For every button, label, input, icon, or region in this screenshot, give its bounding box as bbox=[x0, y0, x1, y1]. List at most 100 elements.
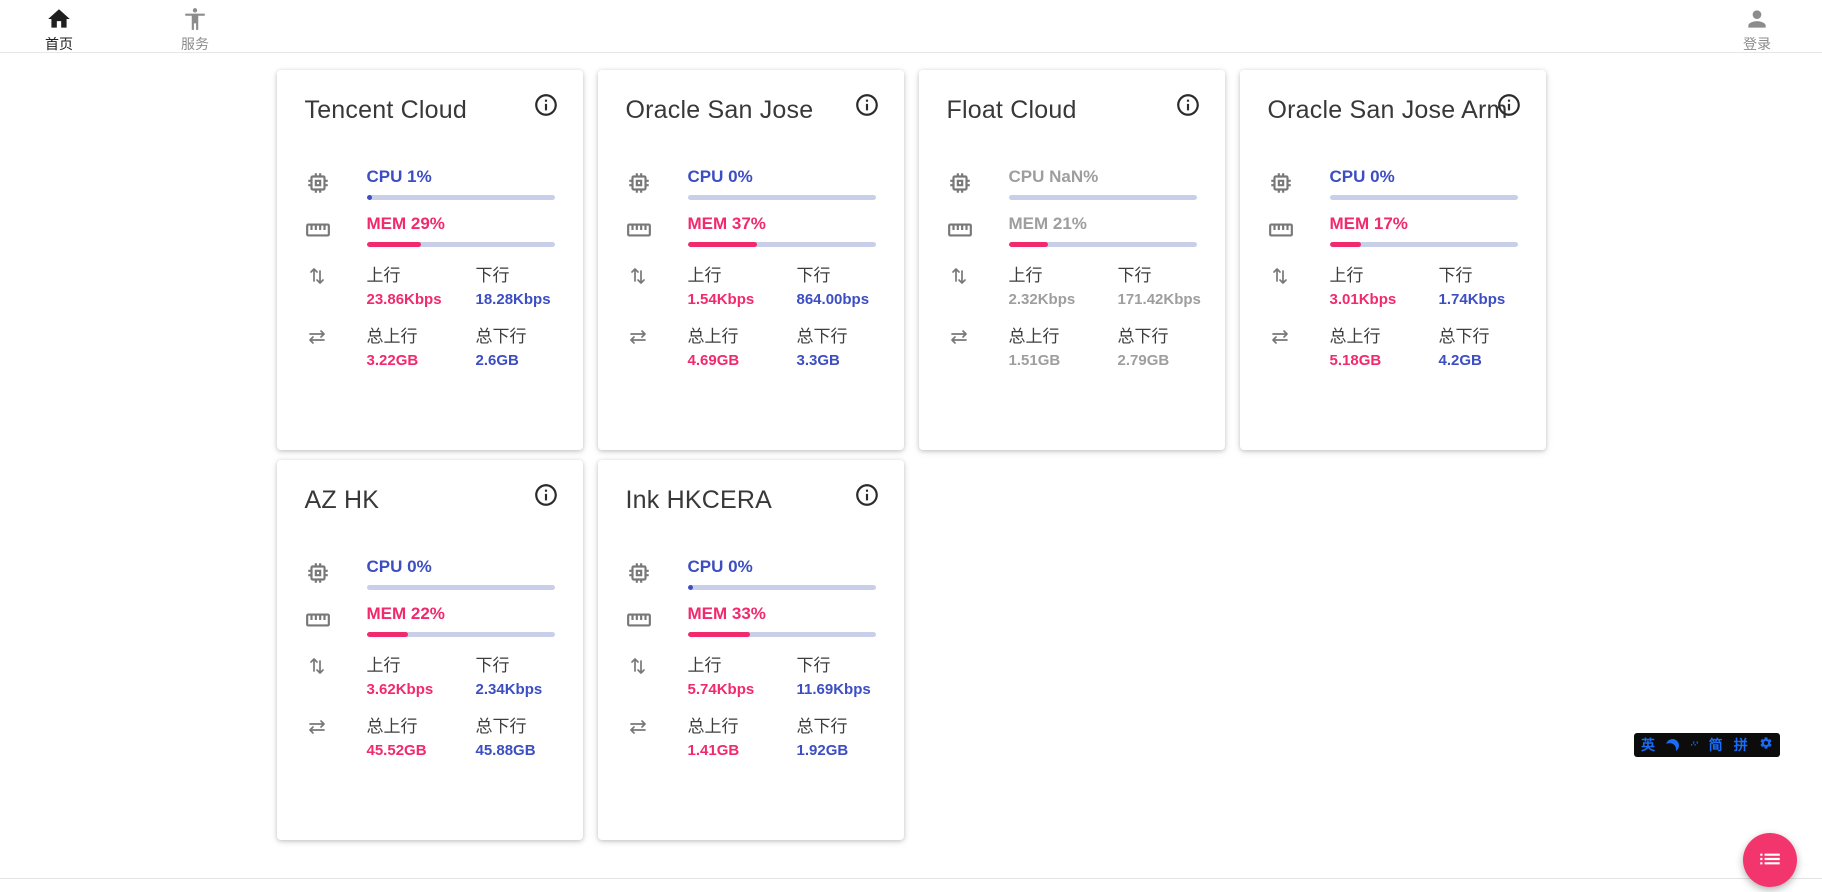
cpu-row: CPU 0% bbox=[626, 557, 876, 591]
total-upload: 总上行 4.69GB bbox=[688, 322, 797, 369]
swap-horizontal-icon bbox=[1268, 322, 1330, 369]
nav-item-login[interactable]: 登录 bbox=[1728, 6, 1786, 54]
total-upload: 总上行 1.51GB bbox=[1009, 322, 1118, 369]
total-download-value: 2.79GB bbox=[1117, 352, 1170, 369]
mem-bar-fill bbox=[687, 242, 758, 247]
swap-vertical-icon bbox=[626, 261, 688, 308]
swap-horizontal-icon bbox=[626, 322, 688, 369]
mem-usage-text: MEM 33% bbox=[687, 604, 766, 623]
server-card: AZ HK CPU 0% MEM 22% bbox=[276, 460, 583, 840]
server-card: Oracle San Jose CPU 0% bbox=[597, 70, 904, 450]
cpu-chip-icon bbox=[305, 167, 367, 201]
server-stats: CPU 1% MEM 29% 上行 23.86K bbox=[305, 167, 555, 369]
total-download-label: 总下行 bbox=[796, 717, 848, 736]
server-name: Tencent Cloud bbox=[304, 96, 467, 124]
info-button[interactable] bbox=[533, 482, 559, 508]
mem-bar bbox=[1329, 242, 1518, 247]
mem-usage-text: MEM 22% bbox=[366, 604, 445, 623]
punctuation-icon[interactable]: ·’·’ bbox=[1690, 740, 1698, 750]
total-download-label: 总下行 bbox=[475, 327, 527, 346]
cpu-usage-text: CPU NaN% bbox=[1008, 167, 1099, 186]
total-download-label: 总下行 bbox=[796, 327, 848, 346]
info-button[interactable] bbox=[854, 92, 880, 118]
total-download-value: 2.6GB bbox=[475, 352, 519, 369]
mem-bar bbox=[687, 632, 876, 637]
download-label: 下行 bbox=[796, 656, 831, 675]
gear-icon[interactable] bbox=[1759, 736, 1773, 755]
info-button[interactable] bbox=[1496, 92, 1522, 118]
cpu-row: CPU 1% bbox=[305, 167, 555, 201]
swap-vertical-icon bbox=[626, 651, 688, 698]
total-row: 总上行 45.52GB 总下行 45.88GB bbox=[305, 712, 555, 759]
download-value: 1.74Kbps bbox=[1438, 291, 1506, 308]
download-value: 18.28Kbps bbox=[475, 291, 551, 308]
swap-horizontal-icon bbox=[626, 712, 688, 759]
ime-simplified[interactable]: 简 bbox=[1708, 737, 1723, 753]
cpu-row: CPU 0% bbox=[305, 557, 555, 591]
total-upload: 总上行 3.22GB bbox=[367, 322, 476, 369]
info-button[interactable] bbox=[854, 482, 880, 508]
mem-bar bbox=[366, 242, 555, 247]
upload-speed: 上行 1.54Kbps bbox=[688, 261, 797, 308]
memory-ruler-icon bbox=[305, 214, 367, 248]
cpu-bar bbox=[1008, 195, 1197, 200]
server-stats: CPU 0% MEM 17% 上行 3.01Kb bbox=[1268, 167, 1518, 369]
ime-english-mode[interactable]: 英 bbox=[1641, 737, 1655, 753]
mem-row: MEM 21% bbox=[947, 214, 1197, 248]
mem-bar bbox=[366, 632, 555, 637]
info-button[interactable] bbox=[533, 92, 559, 118]
memory-ruler-icon bbox=[1268, 214, 1330, 248]
nav-item-label: 服务 bbox=[181, 36, 209, 52]
server-name: Oracle San Jose Arm bbox=[1267, 96, 1508, 124]
ime-pinyin[interactable]: 拼 bbox=[1733, 737, 1748, 753]
moon-icon[interactable] bbox=[1664, 737, 1680, 753]
cpu-row: CPU NaN% bbox=[947, 167, 1197, 201]
home-icon bbox=[46, 6, 72, 32]
swap-horizontal-icon bbox=[305, 712, 367, 759]
server-stats: CPU NaN% MEM 21% 上行 2.32 bbox=[947, 167, 1201, 369]
upload-speed: 上行 3.01Kbps bbox=[1330, 261, 1439, 308]
swap-horizontal-icon bbox=[305, 322, 367, 369]
download-speed: 下行 171.42Kbps bbox=[1118, 261, 1201, 308]
accessibility-icon bbox=[182, 6, 208, 32]
total-download: 总下行 2.79GB bbox=[1118, 322, 1170, 369]
total-download-value: 3.3GB bbox=[796, 352, 840, 369]
memory-ruler-icon bbox=[947, 214, 1009, 248]
cpu-usage-text: CPU 0% bbox=[1329, 167, 1395, 186]
info-icon bbox=[854, 94, 880, 121]
upload-label: 上行 bbox=[687, 266, 722, 285]
nav-item-services[interactable]: 服务 bbox=[166, 6, 224, 54]
download-value: 171.42Kbps bbox=[1117, 291, 1201, 308]
download-value: 2.34Kbps bbox=[475, 681, 543, 698]
info-icon bbox=[533, 484, 559, 511]
upload-value: 1.54Kbps bbox=[687, 291, 755, 308]
total-upload-value: 1.51GB bbox=[1008, 352, 1061, 369]
total-upload-label: 总上行 bbox=[366, 327, 418, 346]
upload-value: 5.74Kbps bbox=[687, 681, 755, 698]
cpu-bar-fill bbox=[687, 585, 693, 590]
upload-label: 上行 bbox=[366, 656, 401, 675]
total-row: 总上行 3.22GB 总下行 2.6GB bbox=[305, 322, 555, 369]
total-row: 总上行 4.69GB 总下行 3.3GB bbox=[626, 322, 876, 369]
nav-item-label: 首页 bbox=[45, 36, 73, 52]
info-icon bbox=[533, 94, 559, 121]
memory-ruler-icon bbox=[626, 604, 688, 638]
upload-speed: 上行 5.74Kbps bbox=[688, 651, 797, 698]
nav-item-home[interactable]: 首页 bbox=[30, 6, 88, 54]
server-grid: Tencent Cloud CPU 1% ME bbox=[276, 70, 1546, 840]
cpu-usage-text: CPU 1% bbox=[366, 167, 432, 186]
upload-label: 上行 bbox=[1329, 266, 1364, 285]
upload-speed: 上行 3.62Kbps bbox=[367, 651, 476, 698]
server-name: Oracle San Jose bbox=[625, 96, 814, 124]
info-button[interactable] bbox=[1175, 92, 1201, 118]
person-icon bbox=[1744, 6, 1770, 32]
total-upload: 总上行 1.41GB bbox=[688, 712, 797, 759]
server-list-fab[interactable] bbox=[1743, 833, 1797, 887]
download-speed: 下行 1.74Kbps bbox=[1439, 261, 1506, 308]
upload-label: 上行 bbox=[1008, 266, 1043, 285]
speed-row: 上行 3.01Kbps 下行 1.74Kbps bbox=[1268, 261, 1518, 308]
mem-usage-text: MEM 17% bbox=[1329, 214, 1408, 233]
ime-toolbar: 英 ·’·’ 简 拼 bbox=[1634, 733, 1780, 757]
upload-value: 3.62Kbps bbox=[366, 681, 434, 698]
mem-row: MEM 29% bbox=[305, 214, 555, 248]
